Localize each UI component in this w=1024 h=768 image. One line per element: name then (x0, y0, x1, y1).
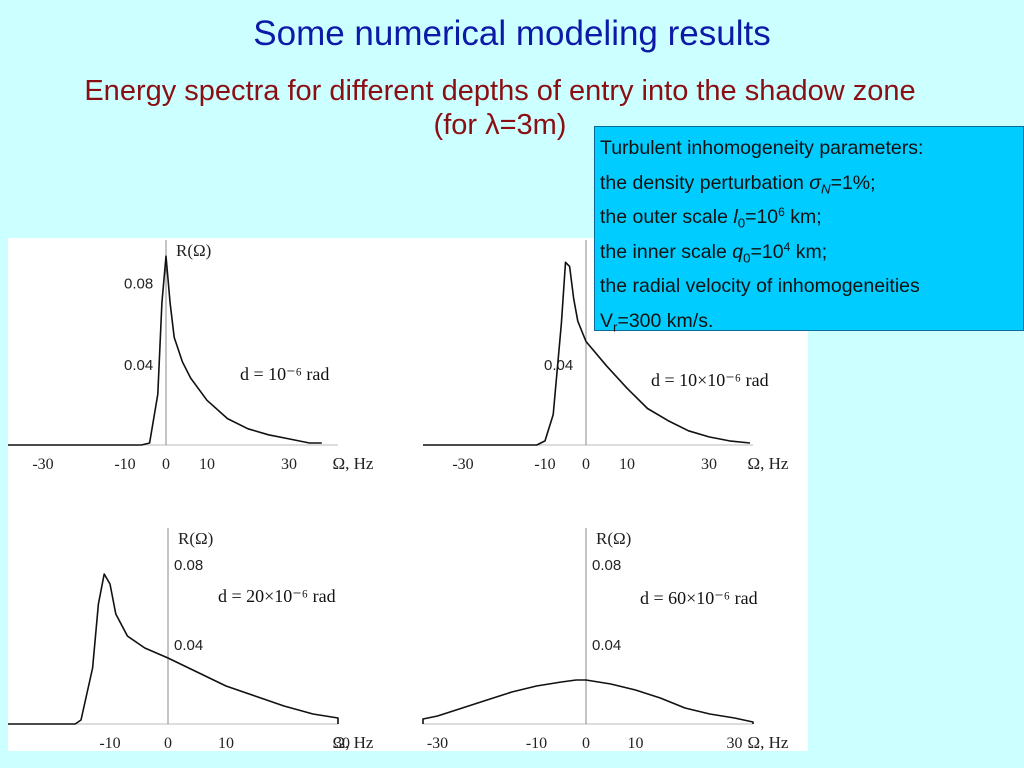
chart-2-xlabel: Ω, Hz (748, 454, 789, 473)
inner-unit: km; (790, 240, 828, 263)
outer-symbol: l (733, 206, 738, 228)
chart-1-annotation: d = 10⁻⁶ rad (240, 364, 329, 384)
chart-4-xtick-label: -30 (427, 735, 448, 751)
chart-2-xtick-label: -10 (534, 456, 555, 473)
chart-3-ylabel: R(Ω) (178, 529, 213, 548)
chart-4-ytick-label: 0.08 (592, 557, 621, 574)
subtitle-line-1: Energy spectra for different depths of e… (84, 75, 916, 107)
velocity-subscript: r (613, 319, 618, 335)
inner-subscript: 0 (743, 250, 751, 266)
chart-2-xtick-label: 30 (701, 456, 717, 473)
outer-eq: =10 (745, 206, 779, 228)
density-line: the density perturbation σN=1%; (600, 166, 1023, 201)
chart-1-xtick-label: 30 (281, 456, 297, 473)
chart-4-xtick-label: -10 (526, 735, 547, 751)
density-value: =1%; (830, 171, 876, 194)
chart-4-xtick-label: 0 (582, 735, 590, 751)
chart-1-ylabel: R(Ω) (176, 241, 211, 260)
outer-unit: km; (784, 206, 822, 228)
chart-1-xlabel: Ω, Hz (333, 454, 374, 473)
chart-3-xlabel: Ω, Hz (333, 733, 374, 751)
slide-title: Some numerical modeling results (253, 14, 771, 53)
chart-3-xtick-label: 10 (218, 735, 234, 751)
velocity-symbol: V (600, 309, 614, 332)
inner-exponent: 4 (783, 239, 791, 254)
subtitle-line-2: (for λ=3m) (433, 109, 567, 142)
parameters-heading: Turbulent inhomogeneity parameters: (600, 137, 924, 159)
inner-scale-line: the inner scale q0=104 km; (600, 235, 1023, 270)
velocity-line: Vr=300 km/s. (600, 304, 1023, 339)
chart-2-xtick-label: -30 (452, 456, 473, 473)
chart-3-xtick-label: 30 (334, 735, 350, 751)
chart-2-series-line (423, 261, 751, 446)
inner-eq: =10 (750, 240, 784, 263)
chart-2-ytick-label: 0.04 (544, 357, 573, 374)
velocity-label: the radial velocity of inhomogeneities (600, 275, 920, 297)
chart-2-annotation: d = 10×10⁻⁶ rad (651, 370, 769, 390)
chart-1-xtick-label: -10 (114, 456, 135, 473)
density-symbol: σ (809, 171, 821, 194)
velocity-value: =300 km/s. (617, 309, 714, 332)
chart-1-series-line (8, 255, 322, 446)
chart-4-xlabel: Ω, Hz (748, 733, 789, 751)
chart-4-annotation: d = 60×10⁻⁶ rad (640, 588, 758, 608)
chart-2: 0.04 -30 -10 0 10 30 Ω, Hz d = 10×10⁻⁶ rad (423, 240, 789, 473)
chart-3-ytick-label: 0.08 (174, 557, 203, 574)
outer-scale-line: the outer scale l0=106 km; (600, 200, 1023, 235)
chart-1: R(Ω) 0.08 0.04 -30 -10 0 10 30 Ω, Hz d = 10⁻⁶ rad (8, 240, 374, 473)
chart-1-xtick-label: 0 (162, 456, 170, 473)
chart-3-ytick-label: 0.04 (174, 637, 203, 654)
inner-symbol: q (732, 240, 744, 263)
outer-label: the outer scale (600, 206, 734, 228)
outer-subscript: 0 (737, 215, 746, 231)
chart-2-xtick-label: 10 (619, 456, 635, 473)
slide-subtitle: Energy spectra for different depths of e… (0, 74, 1000, 142)
spectra-charts-svg: R(Ω)0.080.04-30 -10 0 10 30 Ω, Hzd = 10⁻⁶ rad… (8, 240, 789, 751)
outer-exponent: 6 (778, 204, 785, 219)
chart-4-xtick-label: 10 (628, 735, 644, 751)
inner-label: the inner scale (600, 240, 733, 263)
chart-1-xtick-label: -30 (32, 456, 53, 473)
chart-4-ytick-label: 0.04 (592, 637, 621, 654)
parameters-box: Turbulent inhomogeneity parameters: the … (594, 126, 1024, 333)
chart-3-xtick-label: -10 (99, 735, 120, 751)
density-subscript: N (820, 181, 831, 197)
chart-3-xtick-label: 0 (164, 735, 172, 751)
chart-1-ytick-label: 0.08 (124, 276, 153, 293)
chart-1-ytick-label: 0.04 (124, 357, 153, 374)
chart-4-ylabel: R(Ω) (596, 529, 631, 548)
chart-1-xtick-label: 10 (199, 456, 215, 473)
density-label: the density perturbation (600, 171, 810, 194)
chart-4-series-line (422, 679, 754, 724)
chart-4: R(Ω) 0.08 0.04 -30 -10 0 10 30 Ω, Hz d = 60×10⁻⁶ … (422, 528, 789, 751)
chart-4-xtick-label: 30 (727, 735, 743, 751)
chart-2-xtick-label: 0 (582, 456, 590, 473)
chart-3-annotation: d = 20×10⁻⁶ rad (218, 586, 336, 606)
chart-3-series-line (8, 573, 339, 725)
